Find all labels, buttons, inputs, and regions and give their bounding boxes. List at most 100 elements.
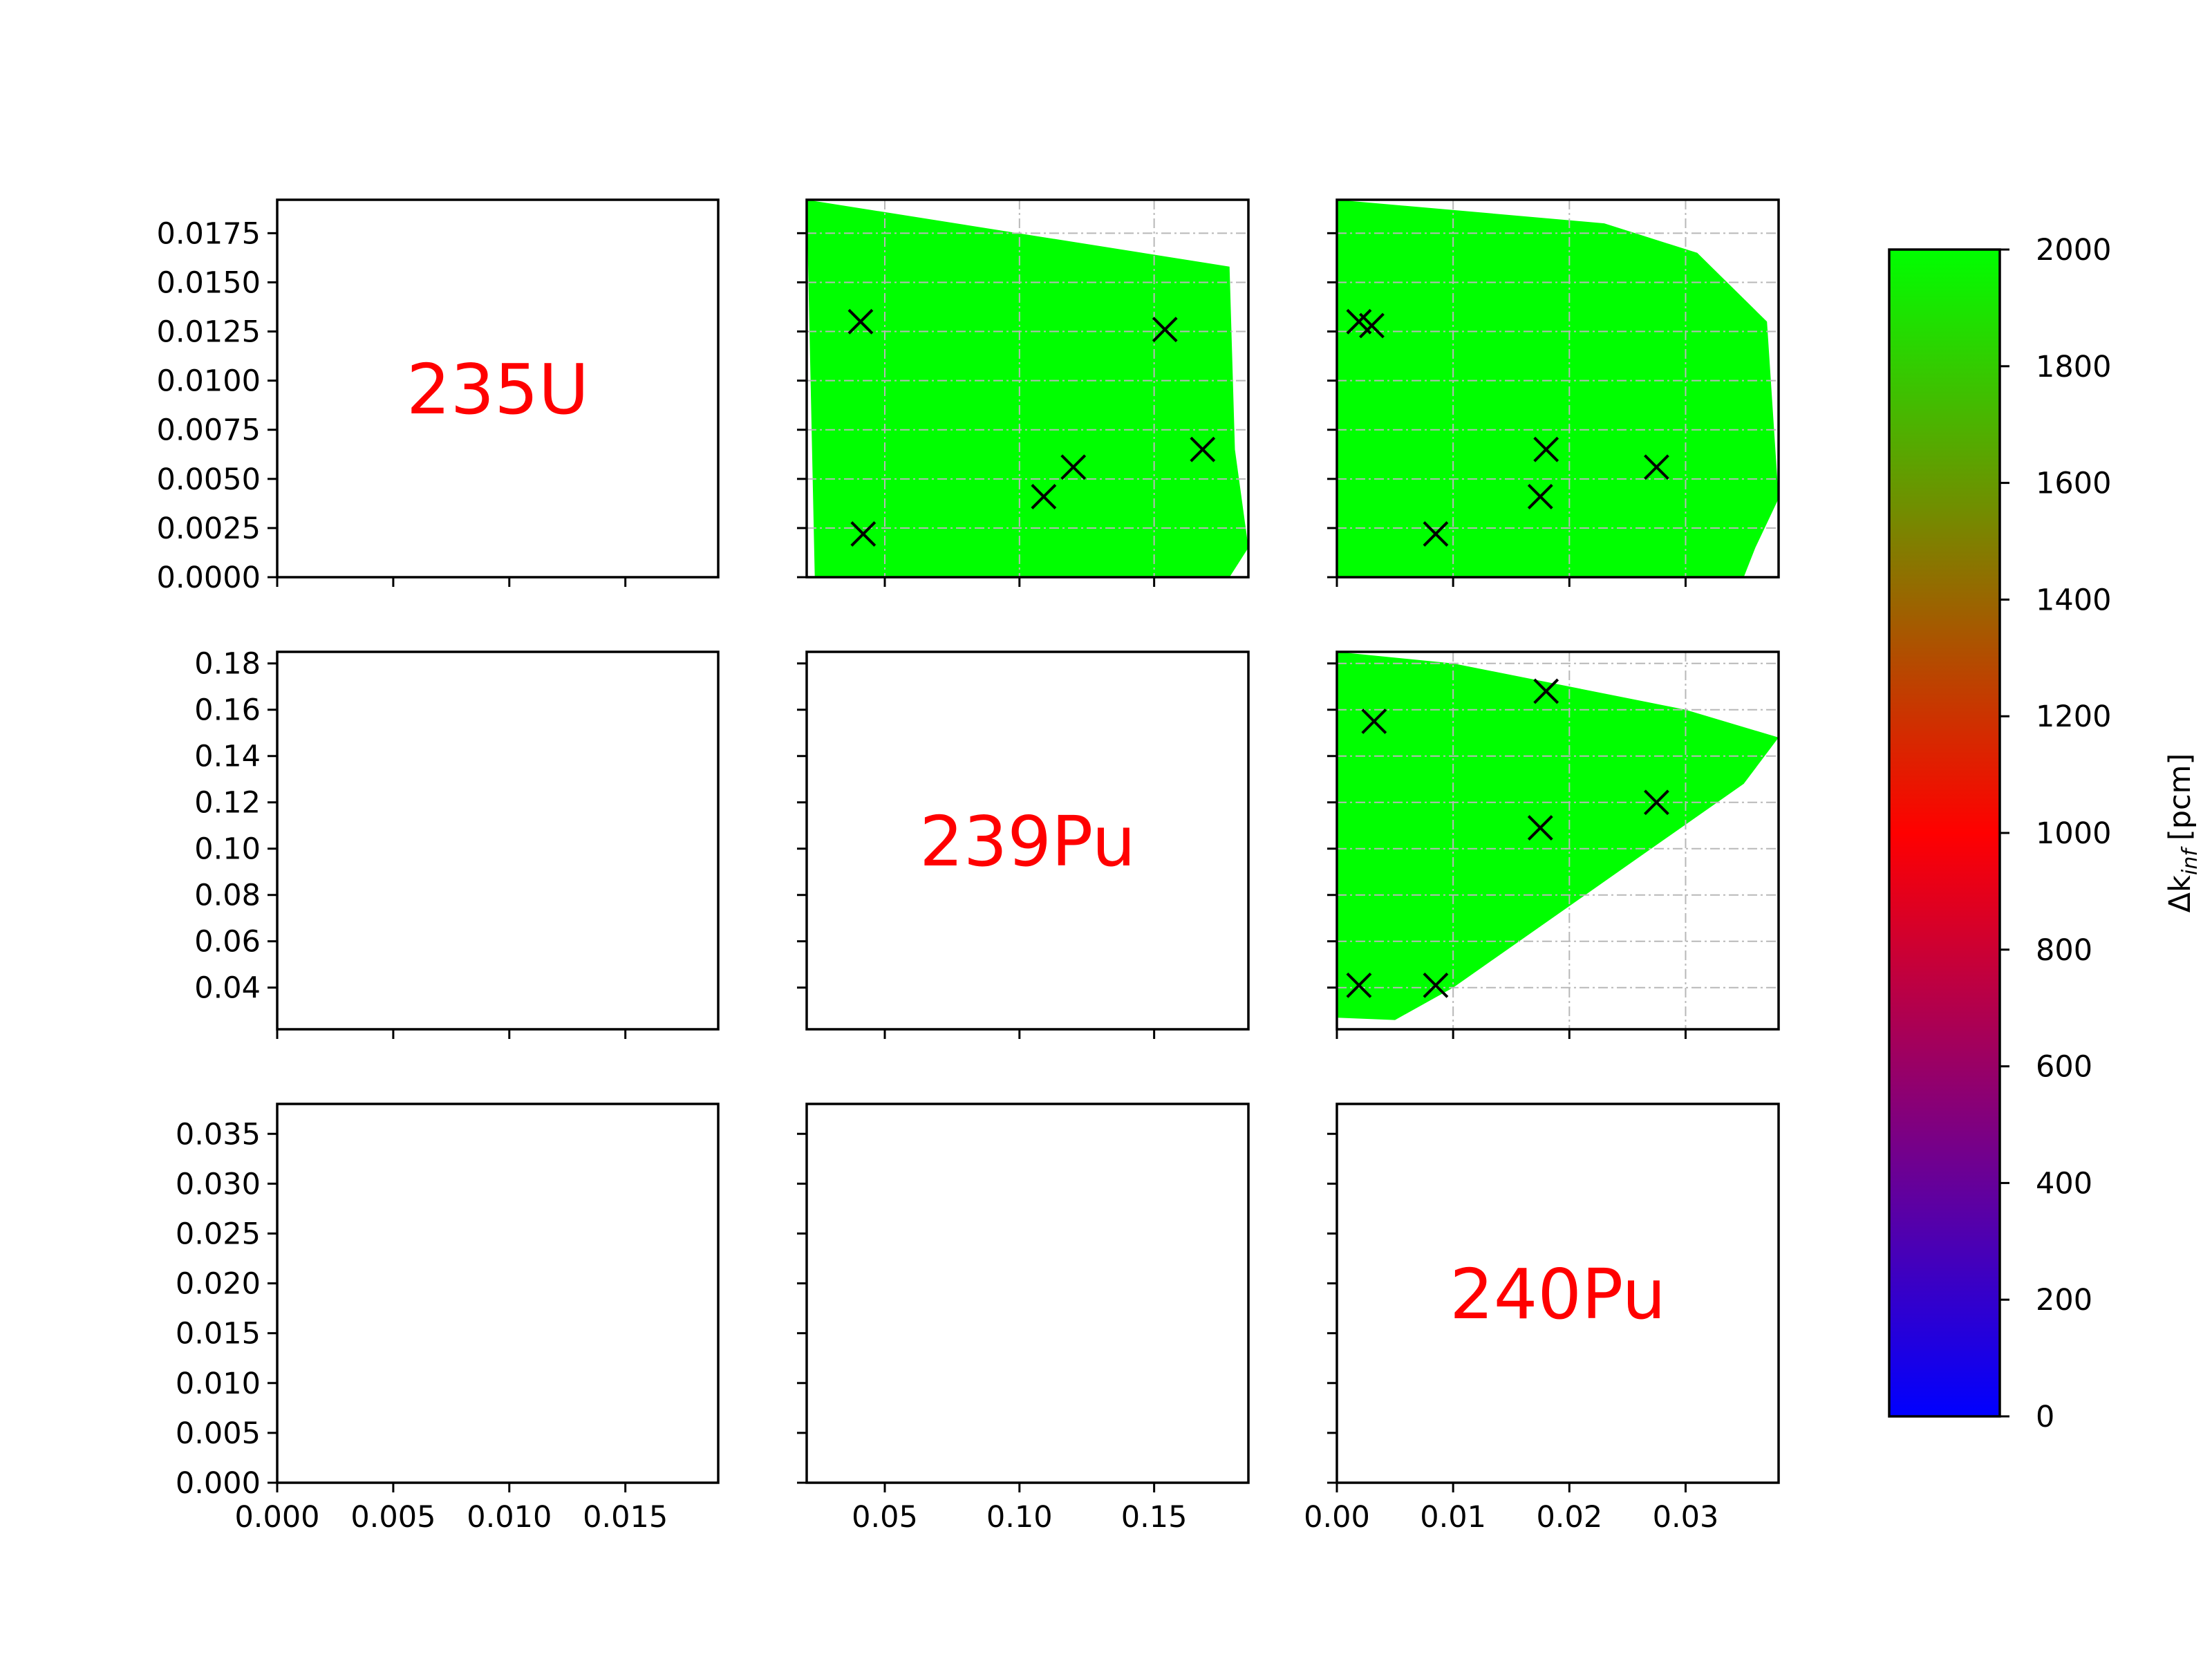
data-point-marker	[1346, 972, 1372, 998]
colorbar-tick-label: 1400	[2036, 583, 2111, 617]
data-point-marker	[850, 521, 877, 547]
marker-stroke	[1533, 678, 1559, 704]
y-tick-label: 0.0025	[157, 512, 261, 546]
colorbar-label-sub: inf	[2178, 846, 2202, 875]
x-tick-label: 0.15	[1121, 1500, 1188, 1535]
y-tick-label: 0.0150	[157, 265, 261, 300]
y-tick-label: 0.025	[176, 1217, 261, 1251]
y-tick-label: 0.06	[194, 925, 261, 959]
colorbar-tick-label: 200	[2036, 1283, 2092, 1318]
y-tick-label: 0.04	[194, 971, 261, 1006]
colorbar-tick-label: 1000	[2036, 816, 2111, 851]
diagonal-isotope-label: 235U	[406, 349, 589, 430]
marker-stroke	[1346, 972, 1372, 998]
data-point-marker	[1644, 789, 1669, 816]
colorbar-gradient	[1888, 248, 2001, 1418]
data-region	[807, 200, 1248, 577]
x-tick-label: 0.01	[1420, 1500, 1486, 1535]
y-tick-label: 0.0100	[157, 364, 261, 399]
colorbar-tick-label: 0	[2036, 1400, 2054, 1434]
marker-stroke	[1361, 709, 1387, 734]
axes-frame	[1335, 198, 1780, 579]
x-tick-label: 0.000	[234, 1500, 319, 1535]
data-point-marker	[1533, 678, 1559, 704]
colorbar-tick-label: 1200	[2036, 700, 2111, 734]
colorbar-ticks: 0 200 400 600 800 1000 1200 1400 1600 1800 2000	[2000, 233, 2111, 1434]
panel-r1-c0: 0.04 0.06 0.08 0.10 0.12 0.14 0.16 0.18	[194, 647, 720, 1039]
marker-stroke	[1533, 436, 1559, 462]
y-tick-label: 0.0175	[157, 216, 261, 251]
axes-frame	[1335, 650, 1780, 1031]
colorbar-tick-label: 1800	[2036, 350, 2111, 384]
x-tick-label: 0.005	[350, 1500, 435, 1535]
colorbar-tick-label: 800	[2036, 933, 2092, 968]
marker-stroke	[847, 308, 874, 335]
marker-stroke	[1152, 317, 1178, 343]
marker-stroke	[1644, 454, 1669, 480]
data-point-marker	[1527, 815, 1553, 841]
y-tick-label: 0.10	[194, 832, 261, 867]
y-tick-label: 0.010	[176, 1367, 261, 1401]
y-tick-label: 0.0050	[157, 462, 261, 497]
panel-r2-c0: 0.000 0.005 0.010 0.015 0.000 0.005 0.010 0.015…	[176, 1103, 720, 1535]
y-tick-label: 0.16	[194, 693, 261, 728]
x-tick-label: 0.015	[583, 1500, 668, 1535]
y-tick-label: 0.0075	[157, 413, 261, 448]
y-tick-label: 0.015	[176, 1317, 261, 1351]
data-point-marker	[1423, 521, 1449, 547]
panel-r0-c0: 0.0000 0.0025 0.0050 0.0075 0.0100 0.0125 0.01…	[157, 198, 720, 595]
axes-frame	[276, 198, 720, 579]
data-point-marker	[1527, 483, 1553, 509]
axes-frame	[805, 198, 1250, 579]
marker-stroke	[1423, 521, 1449, 547]
x-tick-label: 0.00	[1304, 1500, 1370, 1535]
data-point-marker	[1190, 436, 1216, 462]
data-point-marker	[1152, 317, 1178, 343]
panels-layer: 0.0000 0.0025 0.0050 0.0075 0.0100 0.0125 0.01…	[157, 198, 1780, 1535]
y-tick-label: 0.0000	[157, 561, 261, 595]
y-tick-label: 0.18	[194, 647, 261, 682]
y-tick-label: 0.000	[176, 1466, 261, 1501]
colorbar-label-unit: [pcm]	[2163, 753, 2197, 841]
colorbar-label-base: Δk	[2163, 875, 2197, 912]
data-point-marker	[1361, 709, 1387, 734]
marker-stroke	[1359, 312, 1385, 339]
data-point-marker	[1644, 454, 1669, 480]
data-point-marker	[1060, 454, 1087, 480]
y-tick-label: 0.020	[176, 1267, 261, 1302]
marker-stroke	[1190, 436, 1216, 462]
marker-stroke	[1527, 815, 1553, 841]
panel-r2-c2: 0.00 0.01 0.02 0.03 240Pu	[1304, 1103, 1780, 1535]
colorbar-tick-label: 600	[2036, 1050, 2092, 1085]
y-tick-label: 0.005	[176, 1416, 261, 1451]
marker-stroke	[1346, 308, 1372, 335]
marker-stroke	[850, 521, 877, 547]
y-tick-label: 0.030	[176, 1167, 261, 1201]
marker-stroke	[1527, 483, 1553, 509]
marker-stroke	[1031, 483, 1057, 509]
axes-frame	[1335, 1103, 1780, 1484]
y-tick-label: 0.08	[194, 879, 261, 913]
colorbar-tick-label: 400	[2036, 1166, 2092, 1201]
y-tick-label: 0.0125	[157, 315, 261, 350]
panel-r1-c1: 239Pu	[797, 650, 1250, 1039]
axes-frame	[805, 1103, 1250, 1484]
data-region	[1337, 200, 1779, 577]
diagonal-isotope-label: 239Pu	[919, 801, 1136, 882]
data-point-marker	[1031, 483, 1057, 509]
panel-r2-c1: 0.05 0.10 0.15	[797, 1103, 1250, 1535]
axes-frame	[805, 650, 1250, 1031]
data-point-marker	[847, 308, 874, 335]
axes-frame	[276, 1103, 720, 1484]
panel-r0-c1	[797, 198, 1250, 587]
marker-stroke	[1060, 454, 1087, 480]
data-point-marker	[1533, 436, 1559, 462]
colorbar-label: Δkinf [pcm]	[2163, 753, 2202, 913]
data-point-marker	[1423, 972, 1449, 998]
diagonal-isotope-label: 240Pu	[1450, 1254, 1666, 1335]
marker-stroke	[1644, 789, 1669, 816]
x-tick-label: 0.03	[1653, 1500, 1719, 1535]
x-tick-label: 0.010	[467, 1500, 552, 1535]
data-point-marker	[1359, 312, 1385, 339]
